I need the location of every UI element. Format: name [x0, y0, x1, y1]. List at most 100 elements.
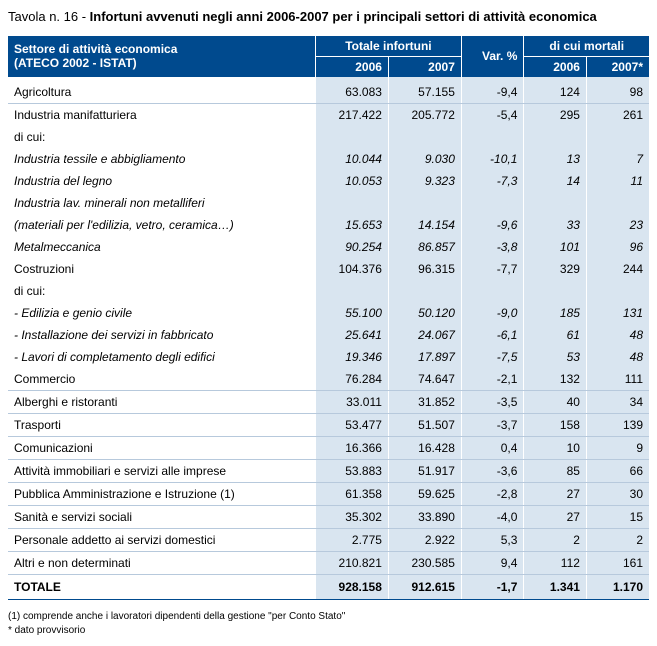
footnote-1: (1) comprende anche i lavoratori dipende…	[8, 610, 649, 624]
table-body: Agricoltura63.08357.155-9,412498 Industri…	[8, 77, 649, 600]
sector: Pubblica Amministrazione e Istruzione (1…	[8, 482, 315, 505]
cell-m2007: 96	[586, 236, 649, 258]
footnotes: (1) comprende anche i lavoratori dipende…	[8, 610, 649, 638]
cell-m2007: 11	[586, 170, 649, 192]
cell-t2007: 33.890	[388, 505, 461, 528]
cell-m2007	[586, 280, 649, 302]
cell-m2007: 7	[586, 148, 649, 170]
cell-t2007: 51.917	[388, 459, 461, 482]
th-group-mortal: di cui mortali	[524, 36, 649, 57]
cell-m2007: 111	[586, 368, 649, 391]
injuries-table: Settore di attività economica (ATECO 200…	[8, 36, 649, 600]
sector: TOTALE	[8, 574, 315, 599]
cell-var: 5,3	[461, 528, 524, 551]
cell-m2007: 9	[586, 436, 649, 459]
cell-var: -1,7	[461, 574, 524, 599]
th-sector: Settore di attività economica (ATECO 200…	[8, 36, 315, 77]
cell-t2007	[388, 192, 461, 214]
cell-m2006: 27	[524, 482, 587, 505]
cell-m2007: 34	[586, 390, 649, 413]
table-row: Metalmeccanica90.25486.857-3,810196	[8, 236, 649, 258]
cell-var: -10,1	[461, 148, 524, 170]
cell-t2007: 74.647	[388, 368, 461, 391]
table-row: Personale addetto ai servizi domestici2.…	[8, 528, 649, 551]
cell-var: 9,4	[461, 551, 524, 574]
cell-var	[461, 126, 524, 148]
sector: Trasporti	[8, 413, 315, 436]
cell-m2007: 131	[586, 302, 649, 324]
sector: - Lavori di completamento degli edifici	[8, 346, 315, 368]
cell-m2006: 329	[524, 258, 587, 280]
th-mort-2006: 2006	[524, 56, 587, 77]
cell-m2006: 158	[524, 413, 587, 436]
cell-m2006	[524, 280, 587, 302]
cell-var: -3,8	[461, 236, 524, 258]
cell-m2007: 23	[586, 214, 649, 236]
cell-m2006: 124	[524, 77, 587, 104]
sector: - Installazione dei servizi in fabbricat…	[8, 324, 315, 346]
cell-t2006: 19.346	[315, 346, 388, 368]
th-sector-l1: Settore di attività economica	[14, 42, 177, 56]
sector: di cui:	[8, 280, 315, 302]
cell-t2006: 16.366	[315, 436, 388, 459]
table-row: Sanità e servizi sociali35.30233.890-4,0…	[8, 505, 649, 528]
cell-m2007: 15	[586, 505, 649, 528]
sector: Metalmeccanica	[8, 236, 315, 258]
sector: (materiali per l'edilizia, vetro, cerami…	[8, 214, 315, 236]
sector: Sanità e servizi sociali	[8, 505, 315, 528]
table-row: Trasporti53.47751.507-3,7158139	[8, 413, 649, 436]
table-row: Pubblica Amministrazione e Istruzione (1…	[8, 482, 649, 505]
sector: Comunicazioni	[8, 436, 315, 459]
cell-t2007: 16.428	[388, 436, 461, 459]
table-row: Industria lav. minerali non metalliferi	[8, 192, 649, 214]
cell-t2006: 25.641	[315, 324, 388, 346]
cell-t2007: 57.155	[388, 77, 461, 104]
cell-var	[461, 192, 524, 214]
cell-var	[461, 280, 524, 302]
cell-var: -7,3	[461, 170, 524, 192]
table-row: Agricoltura63.08357.155-9,412498	[8, 77, 649, 104]
cell-m2006: 53	[524, 346, 587, 368]
table-row: di cui:	[8, 126, 649, 148]
cell-var: -9,4	[461, 77, 524, 104]
cell-m2007: 66	[586, 459, 649, 482]
cell-m2007: 48	[586, 346, 649, 368]
sector: Industria lav. minerali non metalliferi	[8, 192, 315, 214]
table-row: Altri e non determinati210.821230.5859,4…	[8, 551, 649, 574]
cell-var: -6,1	[461, 324, 524, 346]
cell-m2006: 27	[524, 505, 587, 528]
cell-m2007: 261	[586, 103, 649, 126]
table-row: Alberghi e ristoranti33.01131.852-3,5403…	[8, 390, 649, 413]
cell-t2006: 35.302	[315, 505, 388, 528]
cell-t2006: 928.158	[315, 574, 388, 599]
cell-var: -3,5	[461, 390, 524, 413]
cell-m2007: 1.170	[586, 574, 649, 599]
table-row: Industria del legno10.0539.323-7,31411	[8, 170, 649, 192]
cell-t2006: 217.422	[315, 103, 388, 126]
cell-var: -2,1	[461, 368, 524, 391]
cell-t2007: 24.067	[388, 324, 461, 346]
table-row: di cui:	[8, 280, 649, 302]
cell-t2007: 50.120	[388, 302, 461, 324]
cell-var: -2,8	[461, 482, 524, 505]
cell-m2006: 185	[524, 302, 587, 324]
th-sector-l2: (ATECO 2002 - ISTAT)	[14, 56, 137, 70]
cell-m2006: 13	[524, 148, 587, 170]
cell-t2006	[315, 192, 388, 214]
cell-m2006: 295	[524, 103, 587, 126]
cell-t2007: 9.030	[388, 148, 461, 170]
cell-t2006: 2.775	[315, 528, 388, 551]
cell-t2006: 10.044	[315, 148, 388, 170]
cell-t2006	[315, 280, 388, 302]
cell-t2007: 59.625	[388, 482, 461, 505]
cell-m2007: 161	[586, 551, 649, 574]
cell-t2007: 51.507	[388, 413, 461, 436]
cell-t2007	[388, 280, 461, 302]
cell-t2007: 205.772	[388, 103, 461, 126]
cell-var: -7,7	[461, 258, 524, 280]
cell-t2007: 2.922	[388, 528, 461, 551]
table-row: Industria tessile e abbigliamento10.0449…	[8, 148, 649, 170]
cell-t2006: 33.011	[315, 390, 388, 413]
sector: Attività immobiliari e servizi alle impr…	[8, 459, 315, 482]
sector: Costruzioni	[8, 258, 315, 280]
